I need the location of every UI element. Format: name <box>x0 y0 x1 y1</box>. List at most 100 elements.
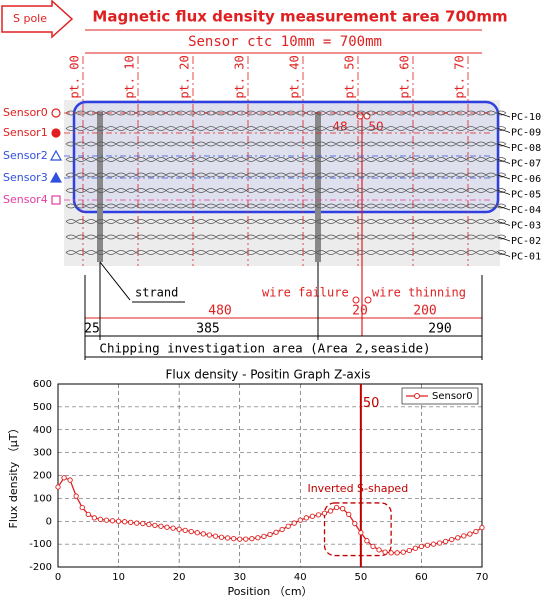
cable <box>65 112 507 116</box>
point-label: pt. 50 <box>343 55 357 98</box>
failure-mark <box>364 296 372 304</box>
dimension-label: 480 <box>208 304 231 319</box>
x-tick-label: 60 <box>415 572 428 583</box>
series-marker <box>382 549 388 555</box>
cable-label: PC-04 <box>511 205 541 216</box>
series-marker <box>121 519 128 525</box>
series-marker <box>418 543 425 550</box>
y-tick-label: -200 <box>29 562 52 573</box>
series-marker <box>424 542 431 548</box>
cable-leader <box>497 143 511 149</box>
series-marker <box>461 533 467 539</box>
cable-leader <box>497 159 511 164</box>
series-marker <box>188 528 194 535</box>
cable <box>65 159 507 162</box>
series-marker <box>370 543 376 550</box>
sensor-marker <box>49 171 63 183</box>
cable-label: PC-02 <box>511 236 541 247</box>
marker-label: 50 <box>363 396 380 411</box>
point-label: pt. 00 <box>68 55 82 98</box>
annotation-box <box>323 502 392 557</box>
pole-label: S pole <box>13 12 47 25</box>
series-marker <box>103 517 110 523</box>
point-label: pt. 60 <box>398 55 412 98</box>
series-marker <box>55 484 61 490</box>
y-tick-label: 300 <box>33 448 52 459</box>
series-marker <box>134 520 140 526</box>
series-marker <box>327 508 334 514</box>
strand-label: strand <box>135 286 178 300</box>
series-marker <box>291 520 297 526</box>
series-marker <box>146 521 152 528</box>
series-marker <box>279 526 285 533</box>
sensor-label: Sensor2 <box>3 149 48 162</box>
cable-leader <box>497 128 511 133</box>
cable <box>65 174 507 178</box>
cable-label: PC-07 <box>511 159 541 170</box>
failure-mark <box>352 296 360 304</box>
series-marker <box>231 535 237 542</box>
cable-leader <box>497 221 511 226</box>
mark-label: 50 <box>368 120 383 134</box>
y-axis-label: Flux density （μT） <box>7 423 20 529</box>
series-marker <box>128 519 134 526</box>
series-marker <box>158 523 164 529</box>
series-marker <box>285 523 291 529</box>
y-tick-label: 400 <box>33 425 52 436</box>
legend-label: Sensor0 <box>432 391 473 402</box>
series-marker <box>455 535 461 541</box>
sensor-marker <box>49 149 63 161</box>
cable-label: PC-05 <box>511 190 541 201</box>
series-marker <box>321 510 328 516</box>
series-marker <box>61 475 67 481</box>
sensor-label: Sensor1 <box>3 126 48 139</box>
series-marker <box>170 525 176 531</box>
series-marker <box>267 531 273 538</box>
point-label: pt. 40 <box>288 55 302 98</box>
point-label: pt. 30 <box>233 55 247 98</box>
series-marker <box>212 533 219 539</box>
series-marker <box>249 535 255 542</box>
point-label: pt. 10 <box>123 55 137 98</box>
cable-leader <box>497 252 511 257</box>
series-marker <box>376 547 382 553</box>
strand-bar <box>315 112 321 262</box>
series-marker <box>85 511 91 518</box>
point-label: pt. 20 <box>178 55 192 98</box>
x-tick-label: 20 <box>173 572 186 583</box>
dimension-label: 200 <box>413 304 436 319</box>
series-marker <box>200 531 207 537</box>
y-tick-label: 600 <box>33 379 52 390</box>
cable-label: PC-01 <box>511 252 541 263</box>
series-marker <box>164 524 170 530</box>
series-marker <box>140 520 146 527</box>
series-marker <box>243 536 249 542</box>
series-marker <box>237 536 243 542</box>
series-marker <box>467 531 473 537</box>
series-marker <box>67 477 73 483</box>
x-tick-label: 0 <box>55 572 61 583</box>
strand-bar <box>97 112 103 262</box>
series-marker <box>394 550 400 556</box>
sensor-label: Sensor3 <box>3 171 48 184</box>
series-marker <box>194 530 200 536</box>
series-marker <box>109 518 116 524</box>
y-tick-label: 200 <box>33 471 52 482</box>
cable-leader <box>497 190 511 195</box>
cable <box>65 205 507 209</box>
y-tick-label: 100 <box>33 493 52 504</box>
series-marker <box>297 517 303 523</box>
cable <box>65 128 507 131</box>
series-marker <box>473 528 479 535</box>
series-marker <box>346 511 352 518</box>
series-marker <box>430 541 437 547</box>
series-marker <box>479 525 485 531</box>
series-marker <box>303 515 309 521</box>
cable <box>65 236 507 240</box>
chart-title: Flux density - Positin Graph Z-axis <box>166 368 371 382</box>
series-marker <box>73 493 79 499</box>
series-marker <box>412 545 419 551</box>
series-marker <box>115 518 122 524</box>
series-marker <box>91 515 97 521</box>
